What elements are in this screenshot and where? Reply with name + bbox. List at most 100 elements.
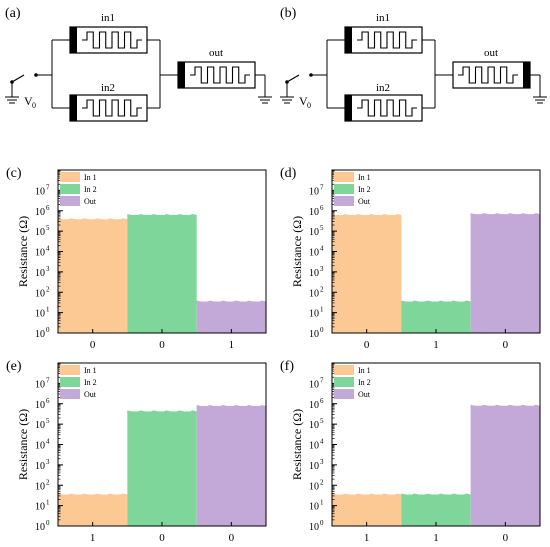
memristor-in2-bar [345,95,352,121]
bar-in2 [127,214,197,333]
y-tick-base: 10 [35,186,45,197]
memristor-out [177,61,256,89]
bar-in2 [127,411,197,526]
y-tick-base: 10 [35,461,45,472]
bar-top-out [196,404,266,408]
y-tick-exp: 3 [320,458,324,466]
panel-label: (b) [280,6,297,21]
y-tick-exp: 5 [46,224,50,232]
y-tick-base: 10 [309,420,319,431]
y-tick-base: 10 [309,502,319,513]
legend-label-in1: In 1 [84,366,97,375]
memristor-in1 [69,26,148,54]
bar-top-out [470,213,540,217]
y-tick-exp: 0 [46,519,50,527]
memristor-in1-body [344,26,423,54]
panel-label: (e) [6,359,22,374]
legend-label-in2: In 2 [84,378,97,387]
memristor-in2-serpentine [82,99,142,117]
circuit-b: (b) in1 in2 out V 0 [280,6,547,122]
legend-label-in1: In 1 [358,173,371,182]
y-tick-exp: 4 [320,438,324,446]
x-tick-label: 0 [364,339,370,351]
memristor-out-bar [523,62,530,88]
bar-in2 [401,301,471,333]
legend-swatch-in2 [334,377,354,387]
legend-swatch-in1 [60,172,80,182]
bar-out [470,214,540,333]
in1-label: in1 [101,12,115,24]
legend-label-out: Out [358,390,371,399]
y-axis-label: Resistance (Ω) [290,409,304,480]
bar-top-in2 [127,410,197,414]
x-tick-label: 0 [229,532,235,544]
bar-top-in1 [332,213,402,217]
legend-label-out: Out [84,197,97,206]
y-axis-label: Resistance (Ω) [16,409,30,480]
y-tick-base: 10 [309,207,319,218]
y-tick-base: 10 [35,502,45,513]
y-tick-exp: 2 [320,285,324,293]
memristor-out [452,61,531,89]
bar-in1 [332,214,402,333]
panel-label: (a) [5,6,21,21]
bar-in1 [58,494,128,526]
y-axis-label: Resistance (Ω) [16,216,30,287]
y-tick-exp: 4 [320,245,324,253]
y-tick-base: 10 [35,248,45,259]
y-tick-base: 10 [35,309,45,320]
memristor-in2-body [344,94,423,122]
memristor-in2-bar [70,95,77,121]
bar-in1 [332,494,402,526]
panel-label: (d) [280,166,297,181]
y-tick-base: 10 [309,186,319,197]
y-tick-base: 10 [35,288,45,299]
y-tick-exp: 7 [320,183,324,191]
y-tick-exp: 4 [46,245,50,253]
y-tick-base: 10 [309,288,319,299]
bar-out [470,405,540,526]
y-tick-base: 10 [309,268,319,279]
legend-label-out: Out [84,390,97,399]
source-label: V [24,94,33,108]
memristor-in1 [344,26,423,54]
switch-arm [11,74,25,83]
y-tick-base: 10 [35,481,45,492]
legend-label-in1: In 1 [358,366,371,375]
y-tick-exp: 7 [46,376,50,384]
x-tick-label: 0 [159,532,165,544]
bar-out [196,301,266,333]
legend-swatch-out [334,389,354,399]
y-tick-exp: 6 [320,204,324,212]
y-tick-base: 10 [309,400,319,411]
y-tick-base: 10 [309,309,319,320]
bar-top-out [470,404,540,408]
y-tick-base: 10 [35,379,45,390]
y-tick-exp: 1 [320,306,324,314]
source-subscript: 0 [32,101,36,110]
y-axis-label: Resistance (Ω) [290,216,304,287]
bar-out [196,405,266,526]
y-tick-base: 10 [309,248,319,259]
bar-top-out [196,300,266,304]
legend-label-in2: In 2 [358,185,371,194]
x-tick-label: 1 [364,532,370,544]
in2-label: in2 [101,82,115,94]
memristor-in1-serpentine [357,31,417,49]
panel-label: (f) [280,359,294,374]
y-tick-exp: 6 [46,397,50,405]
memristor-out-body [452,61,531,89]
y-tick-base: 10 [309,379,319,390]
y-tick-exp: 7 [320,376,324,384]
y-tick-exp: 5 [320,224,324,232]
bar-in2 [401,494,471,526]
bar-top-in2 [401,493,471,497]
y-tick-base: 10 [309,461,319,472]
out-label: out [484,47,498,59]
legend-label-in2: In 2 [358,378,371,387]
bar-top-in1 [332,493,402,497]
bar-top-in2 [401,300,471,304]
y-tick-base: 10 [35,227,45,238]
